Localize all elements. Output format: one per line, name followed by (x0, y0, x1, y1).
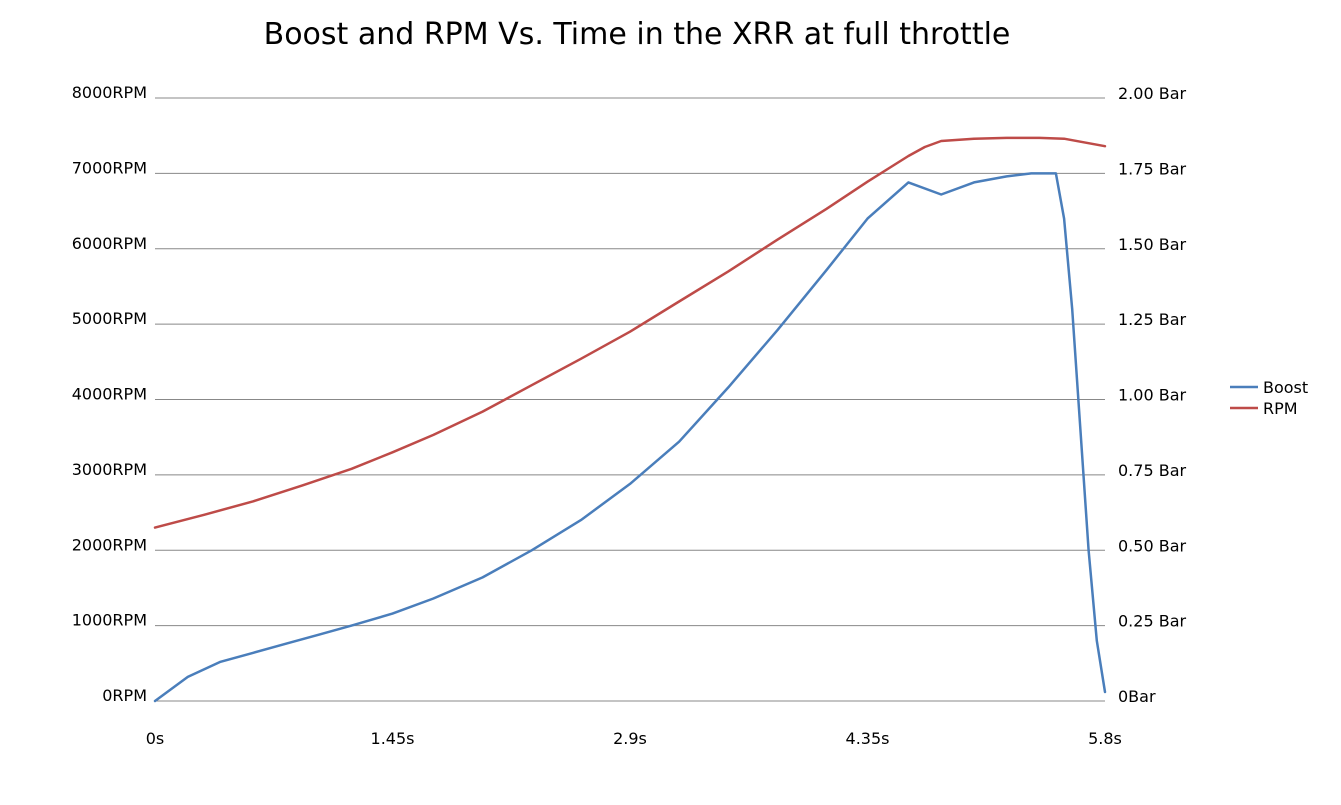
x-tick-label: 5.8s (1088, 729, 1122, 748)
y2-tick-label: 0.50 Bar (1118, 536, 1186, 555)
data-point-boost (579, 519, 582, 521)
data-point-boost (776, 329, 779, 332)
data-point-rpm (432, 434, 435, 436)
data-point-boost (866, 217, 869, 220)
y2-tick-label: 1.25 Bar (1118, 310, 1186, 329)
y-tick-label: 2000RPM (72, 535, 147, 554)
data-point-boost (1030, 172, 1033, 175)
series-layer (153, 136, 1107, 703)
data-point-boost (154, 700, 156, 702)
y2-tick-label: 0.75 Bar (1118, 461, 1186, 480)
data-point-rpm (678, 300, 681, 303)
data-point-boost (186, 675, 189, 678)
y2-tick-label: 1.75 Bar (1118, 159, 1186, 178)
data-point-boost (1005, 175, 1008, 178)
y-axis-left: 0RPM 1000RPM 2000RPM 3000RPM 4000RPM 5000RPM 6… (72, 83, 147, 705)
legend-label-boost: Boost (1263, 378, 1308, 397)
data-point-rpm (776, 238, 779, 241)
y-tick-label: 5000RPM (72, 309, 147, 328)
grid-layer (155, 97, 1105, 702)
x-tick-label: 0s (146, 729, 165, 748)
y-tick-label: 7000RPM (72, 158, 147, 177)
data-point-boost (1071, 308, 1074, 310)
y-axis-right: 0Bar 0.25 Bar 0.50 Bar 0.75 Bar 1.00 Bar 1.25… (1118, 84, 1186, 706)
y-tick-label: 6000RPM (72, 234, 147, 253)
data-point-boost (350, 624, 353, 627)
data-point-boost (1104, 691, 1106, 693)
data-point-boost (530, 549, 533, 552)
data-point-boost (940, 193, 943, 196)
data-point-boost (432, 597, 435, 600)
data-point-rpm (154, 526, 156, 529)
data-point-boost (678, 440, 681, 443)
series-line-boost (153, 172, 1107, 703)
data-point-rpm (973, 137, 975, 140)
data-point-boost (1054, 172, 1057, 175)
data-point-rpm (907, 155, 910, 157)
data-point-boost (219, 660, 222, 663)
x-tick-label: 4.35s (846, 729, 890, 748)
data-point-rpm (866, 180, 869, 183)
x-tick-label: 2.9s (613, 729, 647, 748)
data-point-boost (727, 386, 730, 389)
y-tick-label: 4000RPM (72, 385, 147, 404)
y-tick-label: 8000RPM (72, 83, 147, 102)
data-point-rpm (1104, 145, 1106, 148)
data-point-rpm (530, 384, 533, 387)
data-point-rpm (252, 500, 255, 503)
data-point-rpm (391, 451, 394, 454)
data-point-boost (1095, 639, 1098, 642)
x-tick-label: 1.45s (371, 729, 415, 748)
data-point-boost (317, 633, 320, 636)
data-point-rpm (727, 270, 730, 273)
series-line-rpm (153, 136, 1107, 529)
data-point-boost (1079, 428, 1082, 431)
data-point-rpm (1063, 137, 1065, 140)
data-point-boost (481, 576, 484, 579)
data-point-boost (391, 612, 394, 615)
data-point-rpm (301, 484, 304, 487)
legend-label-rpm: RPM (1263, 399, 1298, 418)
data-point-rpm (629, 330, 631, 333)
data-point-rpm (825, 207, 828, 210)
data-point-boost (1063, 217, 1065, 220)
y-tick-label: 3000RPM (72, 460, 147, 479)
y2-tick-label: 1.50 Bar (1118, 235, 1186, 254)
y2-tick-label: 2.00 Bar (1118, 84, 1186, 103)
data-point-boost (629, 483, 631, 485)
data-point-rpm (1005, 137, 1008, 139)
y2-tick-label: 0Bar (1118, 687, 1156, 706)
data-point-boost (285, 642, 287, 645)
data-point-rpm (203, 513, 206, 516)
y2-tick-label: 0.25 Bar (1118, 612, 1186, 631)
data-point-rpm (923, 146, 926, 148)
x-axis: 0s 1.45s 2.9s 4.35s 5.8s (146, 729, 1122, 748)
data-point-rpm (940, 140, 943, 142)
data-point-boost (252, 651, 255, 654)
y-tick-label: 0RPM (102, 686, 147, 705)
data-point-boost (1046, 172, 1049, 175)
data-point-rpm (1079, 140, 1082, 143)
y-tick-label: 1000RPM (72, 611, 147, 630)
data-point-rpm (481, 410, 484, 413)
data-point-boost (907, 181, 910, 184)
data-point-rpm (1038, 137, 1041, 139)
data-point-boost (973, 181, 975, 184)
data-point-boost (1087, 549, 1090, 552)
data-point-rpm (579, 357, 582, 360)
chart-title: Boost and RPM Vs. Time in the XRR at ful… (264, 17, 1011, 52)
legend: Boost RPM (1230, 378, 1308, 418)
data-point-boost (825, 268, 828, 271)
data-point-rpm (350, 467, 353, 470)
y2-tick-label: 1.00 Bar (1118, 386, 1186, 405)
